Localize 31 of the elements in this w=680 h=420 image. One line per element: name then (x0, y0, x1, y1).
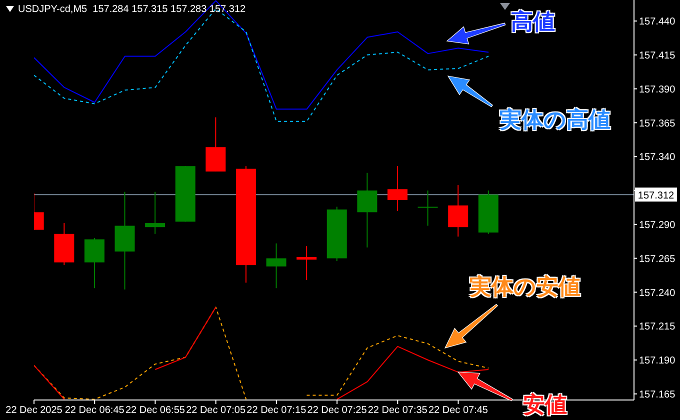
y-tick-label: 157.340 (639, 152, 676, 164)
x-tick-label: 22 Dec 07:05 (186, 405, 246, 416)
x-tick-label: 22 Dec 06:55 (125, 405, 186, 416)
candlestick (145, 191, 166, 234)
x-tick-label: 22 Dec 07:45 (428, 405, 488, 416)
text: 実体の安値 (470, 273, 580, 301)
y-tick-label: 157.290 (639, 220, 676, 231)
ref-line-label: 157.312 (638, 190, 675, 202)
y-tick-label: 157.415 (639, 50, 676, 62)
y-tick-label: 157.390 (639, 84, 676, 96)
y-tick-label: 157.365 (639, 118, 676, 130)
candlestick (448, 184, 468, 238)
candlestick (296, 246, 317, 280)
candlestick (84, 237, 104, 289)
y-tick-label: 157.165 (639, 389, 676, 400)
candlestick (266, 242, 286, 289)
x-tick-label: 22 Dec 07:25 (307, 405, 368, 416)
text: 実体の高値 (500, 106, 610, 134)
x-tick-label: 22 Dec 07:35 (368, 405, 428, 416)
candlestick (418, 190, 438, 226)
x-tick-label: 22 Dec 2025 (6, 405, 63, 416)
y-tick-label: 157.265 (639, 254, 676, 265)
candlestick (357, 172, 378, 248)
y-tick-label: 157.215 (639, 322, 676, 333)
series-label: 高値 (511, 8, 555, 36)
candlestick (387, 166, 408, 212)
y-tick-label: 157.190 (639, 356, 676, 367)
y-tick-label: 157.440 (639, 16, 676, 28)
x-tick-label: 22 Dec 07:15 (246, 405, 307, 416)
y-tick-label: 157.240 (639, 288, 676, 299)
x-tick-label: 22 Dec 06:45 (64, 405, 125, 416)
